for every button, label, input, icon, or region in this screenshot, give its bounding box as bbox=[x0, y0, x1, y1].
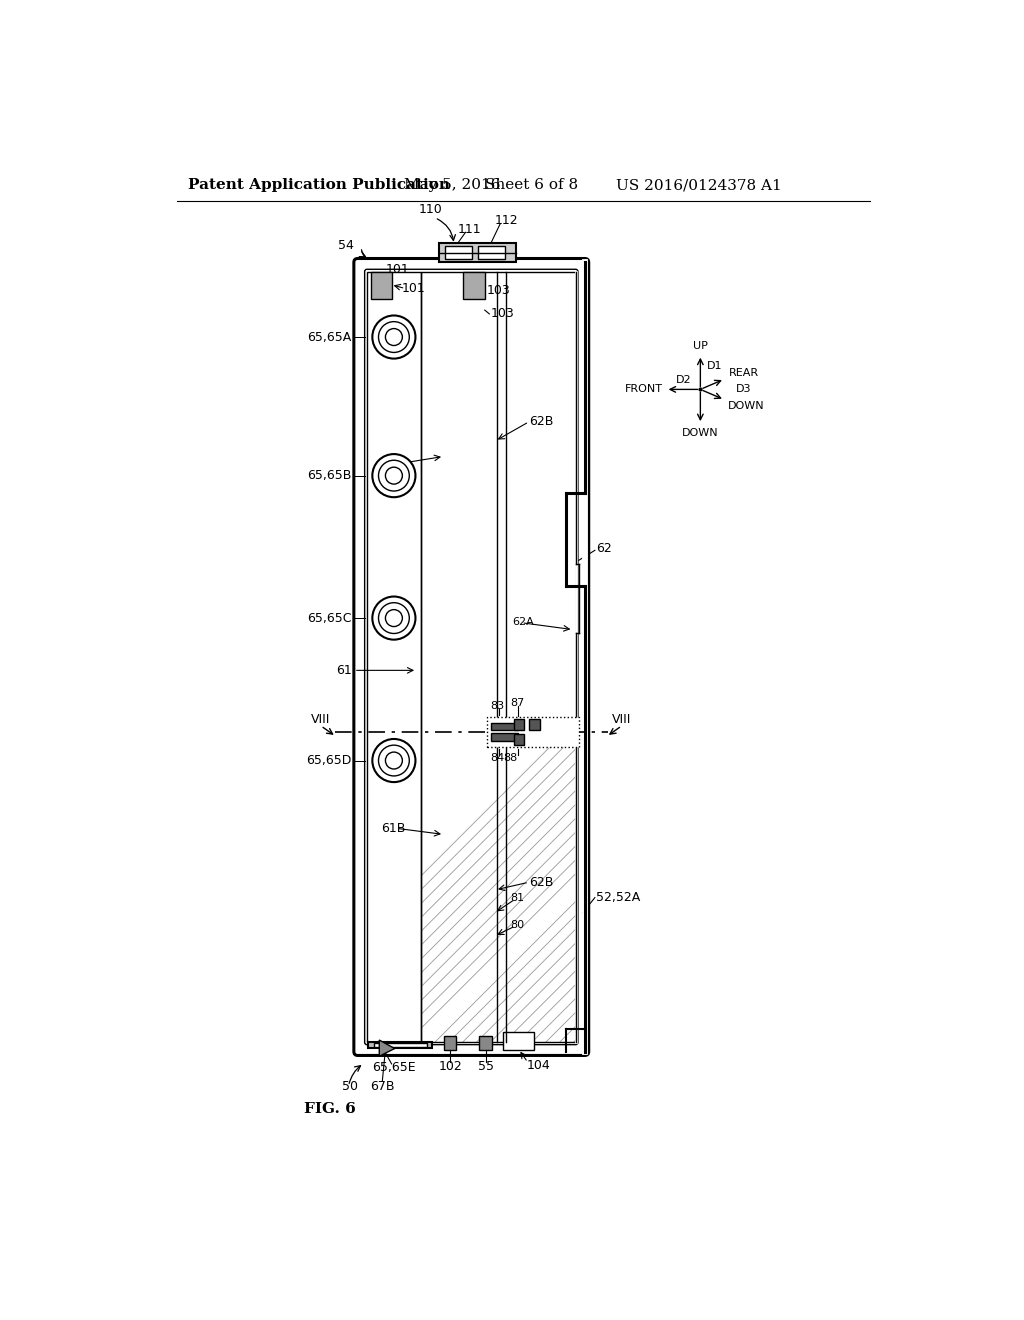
Bar bbox=[374, 1043, 427, 1047]
Text: DOWN: DOWN bbox=[728, 401, 765, 411]
Text: D3: D3 bbox=[736, 384, 752, 395]
Text: VIII: VIII bbox=[311, 713, 331, 726]
Text: 111: 111 bbox=[458, 223, 481, 236]
Text: 84: 84 bbox=[489, 754, 504, 763]
Bar bbox=[421, 272, 575, 1043]
Text: 62B: 62B bbox=[529, 875, 553, 888]
Bar bbox=[478, 247, 505, 259]
Circle shape bbox=[373, 597, 416, 640]
Bar bbox=[444, 247, 472, 259]
Text: VIII: VIII bbox=[612, 713, 632, 726]
Bar bbox=[479, 1036, 492, 1051]
Text: 103: 103 bbox=[490, 308, 515, 321]
Bar bbox=[463, 272, 484, 298]
Bar bbox=[369, 1043, 432, 1048]
Polygon shape bbox=[379, 1040, 394, 1056]
Text: 65,65C: 65,65C bbox=[307, 611, 351, 624]
Text: 52,52A: 52,52A bbox=[596, 891, 641, 904]
Text: 102: 102 bbox=[438, 1060, 462, 1073]
Circle shape bbox=[373, 454, 416, 498]
Circle shape bbox=[385, 752, 402, 770]
Text: 65,65A: 65,65A bbox=[307, 330, 351, 343]
Text: DOWN: DOWN bbox=[682, 428, 719, 438]
Text: 67B: 67B bbox=[370, 1080, 394, 1093]
Text: FRONT: FRONT bbox=[625, 384, 664, 395]
Text: 62B: 62B bbox=[529, 416, 553, 428]
Text: 101: 101 bbox=[385, 263, 410, 276]
Circle shape bbox=[379, 461, 410, 491]
Text: 103: 103 bbox=[486, 284, 510, 297]
Circle shape bbox=[385, 467, 402, 484]
Text: 65,65E: 65,65E bbox=[373, 1060, 416, 1073]
Bar bbox=[492, 734, 518, 742]
Text: May 5, 2016: May 5, 2016 bbox=[403, 178, 501, 193]
Bar bbox=[529, 719, 540, 730]
Text: 88: 88 bbox=[503, 754, 517, 763]
Text: 55: 55 bbox=[477, 1060, 494, 1073]
Text: UP: UP bbox=[693, 341, 708, 351]
Circle shape bbox=[385, 329, 402, 346]
Text: 50: 50 bbox=[342, 1080, 358, 1093]
Text: Sheet 6 of 8: Sheet 6 of 8 bbox=[484, 178, 578, 193]
Circle shape bbox=[379, 603, 410, 634]
Text: 61: 61 bbox=[336, 664, 351, 677]
Bar bbox=[487, 717, 580, 747]
Text: 89: 89 bbox=[543, 721, 557, 731]
Text: FIG. 6: FIG. 6 bbox=[304, 1102, 355, 1117]
FancyBboxPatch shape bbox=[354, 259, 589, 1056]
Text: 83: 83 bbox=[489, 701, 504, 710]
Bar bbox=[444, 1036, 457, 1051]
Text: 65,65D: 65,65D bbox=[306, 754, 351, 767]
Text: 65,65B: 65,65B bbox=[307, 469, 351, 482]
Text: US 2016/0124378 A1: US 2016/0124378 A1 bbox=[615, 178, 781, 193]
Text: 104: 104 bbox=[526, 1059, 550, 1072]
Circle shape bbox=[373, 315, 416, 359]
Text: 62: 62 bbox=[596, 543, 612, 556]
Text: 80: 80 bbox=[510, 920, 524, 929]
Text: 110: 110 bbox=[419, 203, 442, 216]
Text: 61A: 61A bbox=[381, 458, 406, 471]
Circle shape bbox=[373, 739, 416, 781]
Text: REAR: REAR bbox=[729, 368, 759, 378]
Text: 61B: 61B bbox=[381, 822, 406, 834]
Bar bbox=[514, 734, 524, 744]
Text: 54: 54 bbox=[338, 239, 354, 252]
Text: D2: D2 bbox=[676, 375, 691, 385]
Text: 62A: 62A bbox=[512, 616, 534, 627]
Bar bbox=[514, 719, 524, 730]
Text: 87: 87 bbox=[510, 698, 524, 708]
Bar bbox=[438, 243, 515, 263]
Text: D1: D1 bbox=[707, 360, 722, 371]
Circle shape bbox=[379, 322, 410, 352]
Bar bbox=[492, 723, 518, 730]
Text: 101: 101 bbox=[401, 282, 425, 296]
Text: Patent Application Publication: Patent Application Publication bbox=[188, 178, 451, 193]
Bar bbox=[503, 1032, 535, 1051]
Bar bbox=[371, 272, 392, 298]
Text: 112: 112 bbox=[495, 214, 518, 227]
Text: 81: 81 bbox=[510, 892, 524, 903]
Circle shape bbox=[379, 744, 410, 776]
Bar bbox=[367, 272, 421, 1043]
Circle shape bbox=[385, 610, 402, 627]
